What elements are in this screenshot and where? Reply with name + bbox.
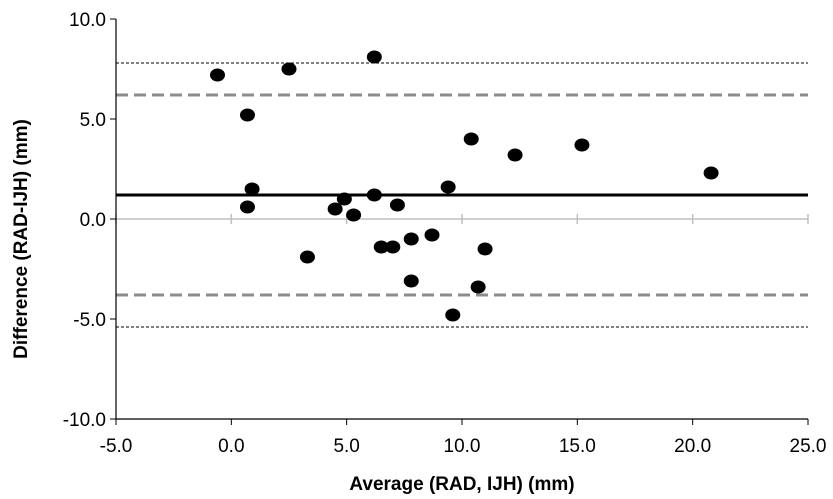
x-tick-label: 20.0 (674, 436, 711, 457)
data-point (366, 50, 382, 64)
x-tick-label: 5.0 (333, 436, 359, 457)
data-point (239, 108, 255, 122)
x-tick-label: 15.0 (559, 436, 596, 457)
y-axis-ticks: -10.0 -5.0 0.0 5.0 10.0 (63, 10, 116, 431)
data-point (327, 202, 343, 216)
y-tick-label: 0.0 (80, 210, 106, 231)
data-point (373, 240, 389, 254)
x-tick-label: 0.0 (218, 436, 244, 457)
data-point (507, 148, 523, 162)
data-point (440, 180, 456, 194)
x-tick-label: 25.0 (790, 436, 827, 457)
y-axis-title: Difference (RAD-IJH) (mm) (11, 119, 32, 359)
data-point (403, 232, 419, 246)
data-point (445, 308, 461, 322)
data-point (574, 138, 590, 152)
y-tick-label: -10.0 (63, 410, 106, 431)
y-tick-label: -5.0 (73, 310, 106, 331)
data-point (299, 250, 315, 264)
data-point (281, 62, 297, 76)
data-point (424, 228, 440, 242)
data-points (209, 50, 719, 322)
x-tick-label: 10.0 (444, 436, 481, 457)
data-point (346, 208, 362, 222)
data-point (477, 242, 493, 256)
reference-lines (116, 62, 808, 328)
data-point (336, 192, 352, 206)
data-point (470, 280, 486, 294)
data-point (389, 198, 405, 212)
data-point (703, 166, 719, 180)
data-point (385, 240, 401, 254)
y-tick-label: 5.0 (80, 110, 106, 131)
data-point (366, 188, 382, 202)
x-axis-title: Average (RAD, IJH) (mm) (349, 474, 574, 495)
data-point (403, 274, 419, 288)
data-point (463, 132, 479, 146)
data-point (244, 182, 260, 196)
data-point (239, 200, 255, 214)
y-tick-label: 10.0 (69, 10, 106, 31)
x-axis-ticks: -5.0 0.0 5.0 10.0 15.0 20.0 25.0 (100, 419, 827, 457)
x-tick-label: -5.0 (100, 436, 133, 457)
data-point (209, 68, 225, 82)
zero-axis (115, 214, 809, 224)
